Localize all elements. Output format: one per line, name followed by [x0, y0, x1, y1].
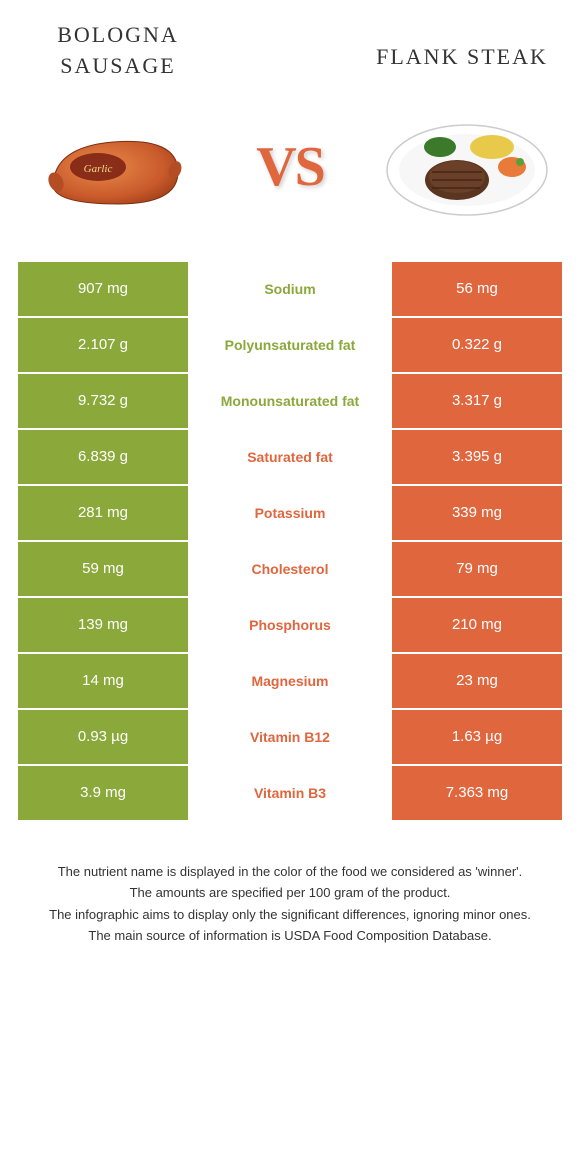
nutrient-row: 0.93 µgVitamin B121.63 µg	[18, 710, 562, 764]
nutrient-label: Monounsaturated fat	[188, 374, 392, 428]
title-right: FLANK STEAK	[362, 20, 562, 73]
nutrient-value-right: 7.363 mg	[392, 766, 562, 820]
nutrient-value-left: 139 mg	[18, 598, 188, 652]
nutrient-value-right: 0.322 g	[392, 318, 562, 372]
vs-badge: VS	[256, 135, 324, 199]
nutrient-value-right: 23 mg	[392, 654, 562, 708]
food-image-right	[382, 112, 552, 222]
titles-row: BOLOGNA SAUSAGE FLANK STEAK	[18, 20, 562, 82]
nutrient-row: 6.839 gSaturated fat3.395 g	[18, 430, 562, 484]
nutrient-value-left: 281 mg	[18, 486, 188, 540]
nutrient-label: Cholesterol	[188, 542, 392, 596]
nutrient-label: Saturated fat	[188, 430, 392, 484]
title-left: BOLOGNA SAUSAGE	[18, 20, 218, 82]
nutrient-row: 9.732 gMonounsaturated fat3.317 g	[18, 374, 562, 428]
nutrient-table: 907 mgSodium56 mg2.107 gPolyunsaturated …	[18, 262, 562, 822]
nutrient-label: Polyunsaturated fat	[188, 318, 392, 372]
nutrient-label: Vitamin B12	[188, 710, 392, 764]
nutrient-value-right: 210 mg	[392, 598, 562, 652]
nutrient-value-right: 339 mg	[392, 486, 562, 540]
footnote-line: The main source of information is USDA F…	[28, 926, 552, 946]
footnote-line: The amounts are specified per 100 gram o…	[28, 883, 552, 903]
food-image-left: Garlic	[28, 112, 198, 222]
nutrient-value-right: 1.63 µg	[392, 710, 562, 764]
nutrient-row: 2.107 gPolyunsaturated fat0.322 g	[18, 318, 562, 372]
footnote-line: The nutrient name is displayed in the co…	[28, 862, 552, 882]
nutrient-row: 139 mgPhosphorus210 mg	[18, 598, 562, 652]
nutrient-row: 14 mgMagnesium23 mg	[18, 654, 562, 708]
infographic-wrapper: BOLOGNA SAUSAGE FLANK STEAK Garlic VS	[0, 0, 580, 1174]
nutrient-value-right: 56 mg	[392, 262, 562, 316]
nutrient-row: 907 mgSodium56 mg	[18, 262, 562, 316]
svg-text:Garlic: Garlic	[84, 163, 113, 175]
nutrient-value-left: 3.9 mg	[18, 766, 188, 820]
nutrient-value-left: 14 mg	[18, 654, 188, 708]
nutrient-value-left: 0.93 µg	[18, 710, 188, 764]
nutrient-value-left: 9.732 g	[18, 374, 188, 428]
footnotes: The nutrient name is displayed in the co…	[18, 862, 562, 948]
sausage-icon: Garlic	[28, 112, 198, 222]
nutrient-value-left: 2.107 g	[18, 318, 188, 372]
versus-row: Garlic VS	[18, 112, 562, 222]
nutrient-value-right: 79 mg	[392, 542, 562, 596]
nutrient-label: Phosphorus	[188, 598, 392, 652]
nutrient-label: Sodium	[188, 262, 392, 316]
nutrient-value-right: 3.395 g	[392, 430, 562, 484]
steak-plate-icon	[382, 112, 552, 222]
nutrient-label: Potassium	[188, 486, 392, 540]
nutrient-row: 59 mgCholesterol79 mg	[18, 542, 562, 596]
nutrient-value-right: 3.317 g	[392, 374, 562, 428]
nutrient-row: 3.9 mgVitamin B37.363 mg	[18, 766, 562, 820]
nutrient-value-left: 907 mg	[18, 262, 188, 316]
nutrient-label: Magnesium	[188, 654, 392, 708]
nutrient-value-left: 6.839 g	[18, 430, 188, 484]
nutrient-row: 281 mgPotassium339 mg	[18, 486, 562, 540]
nutrient-label: Vitamin B3	[188, 766, 392, 820]
footnote-line: The infographic aims to display only the…	[28, 905, 552, 925]
nutrient-value-left: 59 mg	[18, 542, 188, 596]
